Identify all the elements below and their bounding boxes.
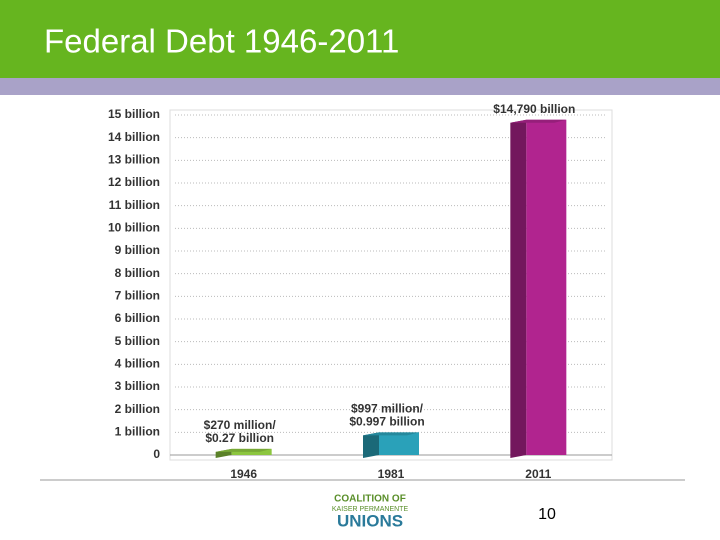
y-tick-label: 8 billion [115, 266, 160, 280]
y-tick-label: 3 billion [115, 379, 160, 393]
bar [231, 448, 272, 455]
slide-title: Federal Debt 1946-2011 [44, 23, 399, 60]
y-tick-label: 14 billion [108, 130, 160, 144]
y-tick-label: 9 billion [115, 243, 160, 257]
bar [526, 119, 567, 455]
y-tick-label: 7 billion [115, 289, 160, 303]
header-stripe [0, 78, 720, 95]
y-tick-label: 6 billion [115, 311, 160, 325]
x-tick-label: 1946 [230, 467, 257, 481]
bar-top [510, 119, 567, 123]
bar-side [363, 432, 379, 458]
logo-line: KAISER PERMANENTE [332, 506, 409, 513]
y-tick-label: 13 billion [108, 153, 160, 167]
y-tick-label: 0 [153, 447, 160, 461]
bar-side [510, 119, 527, 458]
y-tick-label: 2 billion [115, 402, 160, 416]
bar-top [363, 432, 419, 436]
bar [379, 432, 419, 455]
value-label: $997 million/$0.997 billion [349, 402, 424, 429]
y-tick-label: 12 billion [108, 175, 160, 189]
plot-frame [169, 109, 613, 461]
y-tick-label: 1 billion [115, 425, 160, 439]
y-tick-label: 10 billion [108, 221, 160, 235]
header-band [0, 0, 720, 78]
logo-line: COALITION OF [334, 494, 406, 505]
value-label: $14,790 billion [493, 102, 575, 116]
bar-top [215, 448, 272, 452]
y-tick-label: 5 billion [115, 334, 160, 348]
x-tick-label: 1981 [378, 467, 405, 481]
x-tick-label: 2011 [525, 467, 551, 481]
y-tick-label: 11 billion [109, 198, 160, 212]
y-tick-label: 15 billion [108, 107, 160, 121]
value-label: $270 million/$0.27 billion [204, 418, 277, 445]
logo-line: UNIONS [337, 511, 403, 530]
page-number: 10 [538, 506, 556, 523]
y-tick-label: 4 billion [115, 357, 160, 371]
